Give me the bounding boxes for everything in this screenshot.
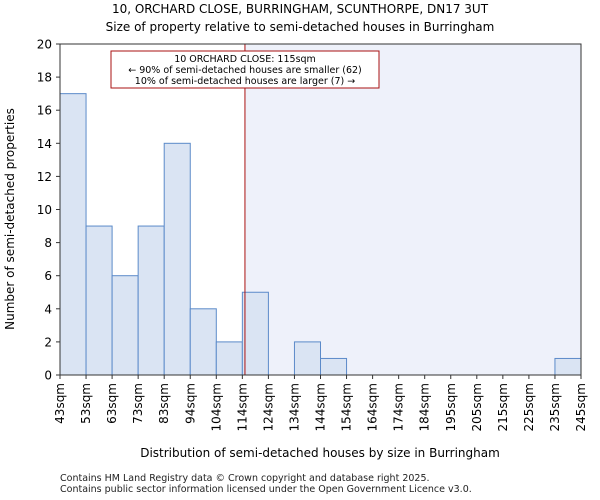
x-tick-label: 184sqm <box>418 383 432 431</box>
footer-line-2: Contains public sector information licen… <box>60 484 472 495</box>
x-tick-label: 144sqm <box>314 383 328 431</box>
x-tick-label: 94sqm <box>183 383 197 424</box>
x-tick-label: 235sqm <box>548 383 562 431</box>
annotation-line-2: ← 90% of semi-detached houses are smalle… <box>128 65 362 76</box>
x-tick-label: 114sqm <box>235 383 249 431</box>
x-tick-label: 205sqm <box>470 383 484 431</box>
bar <box>137 225 165 376</box>
x-tick-label: 164sqm <box>366 383 380 431</box>
chart-title-line-1: 10, ORCHARD CLOSE, BURRINGHAM, SCUNTHORP… <box>112 2 489 16</box>
bar <box>554 357 582 376</box>
x-tick-label: 215sqm <box>496 383 510 431</box>
bar <box>189 308 217 376</box>
x-axis-label: Distribution of semi-detached houses by … <box>140 446 500 460</box>
x-tick-label: 134sqm <box>287 383 301 431</box>
bar <box>320 357 348 376</box>
annotation-line-3: 10% of semi-detached houses are larger (… <box>135 76 355 87</box>
annotation-box: 10 ORCHARD CLOSE: 115sqm ← 90% of semi-d… <box>110 50 380 89</box>
y-tick-label: 2 <box>44 335 52 349</box>
y-tick-label: 18 <box>37 71 52 85</box>
bar <box>85 225 113 376</box>
bar <box>241 291 269 376</box>
x-tick-label: 154sqm <box>340 383 354 431</box>
x-tick-label: 83sqm <box>157 383 171 424</box>
x-tick-label: 73sqm <box>131 383 145 424</box>
x-tick-label: 245sqm <box>574 383 588 431</box>
y-tick-label: 6 <box>44 269 52 283</box>
annotation-line-1: 10 ORCHARD CLOSE: 115sqm <box>174 54 316 65</box>
x-tick-label: 225sqm <box>522 383 536 431</box>
bar <box>163 142 191 376</box>
bar <box>111 275 139 376</box>
x-tick-label: 43sqm <box>53 383 67 424</box>
y-tick-label: 20 <box>37 38 52 52</box>
y-axis-label: Number of semi-detached properties <box>3 108 17 330</box>
highlight-region <box>244 44 581 375</box>
y-tick-label: 8 <box>44 236 52 250</box>
y-tick-label: 0 <box>44 369 52 383</box>
x-tick-label: 195sqm <box>444 383 458 431</box>
plot-frame <box>59 43 582 376</box>
y-tick-label: 4 <box>44 302 52 316</box>
x-tick-label: 104sqm <box>209 383 223 431</box>
y-tick-label: 14 <box>37 137 52 151</box>
y-tick-label: 16 <box>37 104 52 118</box>
y-tick-label: 10 <box>37 203 52 217</box>
x-tick-label: 124sqm <box>261 383 275 431</box>
bar <box>59 93 87 376</box>
x-tick-label: 53sqm <box>79 383 93 424</box>
x-tick-label: 63sqm <box>105 383 119 424</box>
bar <box>293 341 322 376</box>
footer-line-1: Contains HM Land Registry data © Crown c… <box>60 473 430 484</box>
x-tick-label: 174sqm <box>392 383 406 431</box>
bar <box>215 341 243 376</box>
chart-title-line-2: Size of property relative to semi-detach… <box>106 20 495 34</box>
y-tick-label: 12 <box>37 170 52 184</box>
